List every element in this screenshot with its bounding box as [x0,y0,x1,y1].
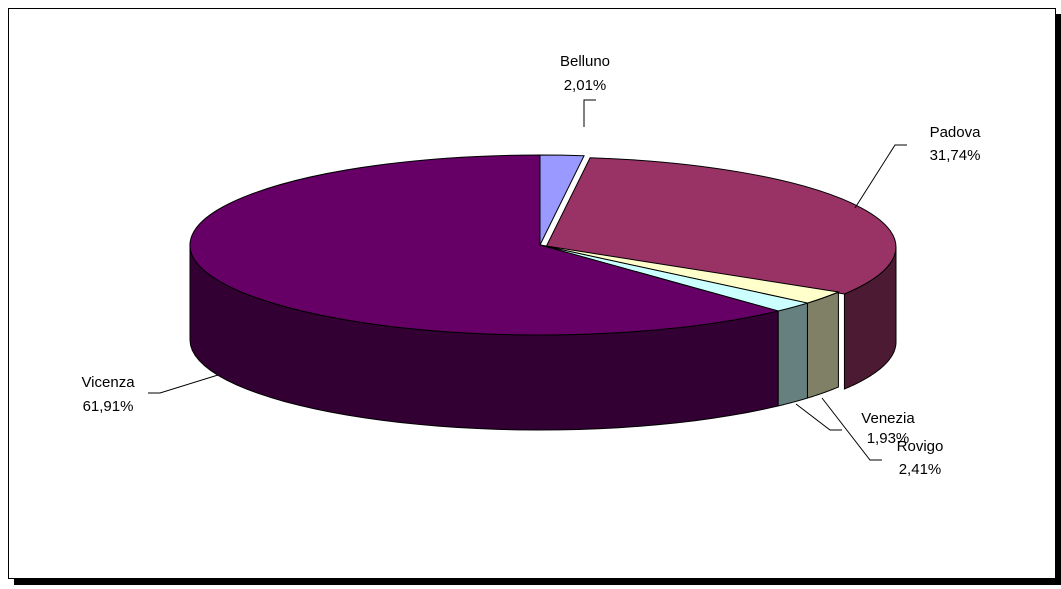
slice-label-belluno: Belluno [560,53,610,70]
leader-line-belluno [583,99,596,127]
slice-value-venezia: 1,93% [867,430,910,447]
leader-line-venezia [795,403,842,431]
data-labels: Belluno 2,01% Padova 31,74% Rovigo 2,41% Venez… [81,53,981,478]
slice-label-vicenza: Vicenza [81,374,135,391]
slice-value-rovigo: 2,41% [899,461,942,478]
pie-slice-vicenza [189,154,779,336]
leader-lines [148,99,907,461]
slice-value-belluno: 2,01% [564,77,607,94]
slice-label-venezia: Venezia [861,410,915,427]
pie-top-faces [189,154,897,336]
slice-label-rovigo: Rovigo [897,438,944,455]
slice-label-padova: Padova [930,124,982,141]
leader-line-rovigo [821,397,882,461]
pie-side-walls [189,244,897,431]
pie-side-rovigo [806,291,839,399]
pie-side-venezia [777,302,808,407]
leader-line-vicenza [148,374,219,394]
slice-value-vicenza: 61,91% [83,398,134,415]
leader-line-padova [854,144,907,209]
slice-value-padova: 31,74% [930,147,981,164]
